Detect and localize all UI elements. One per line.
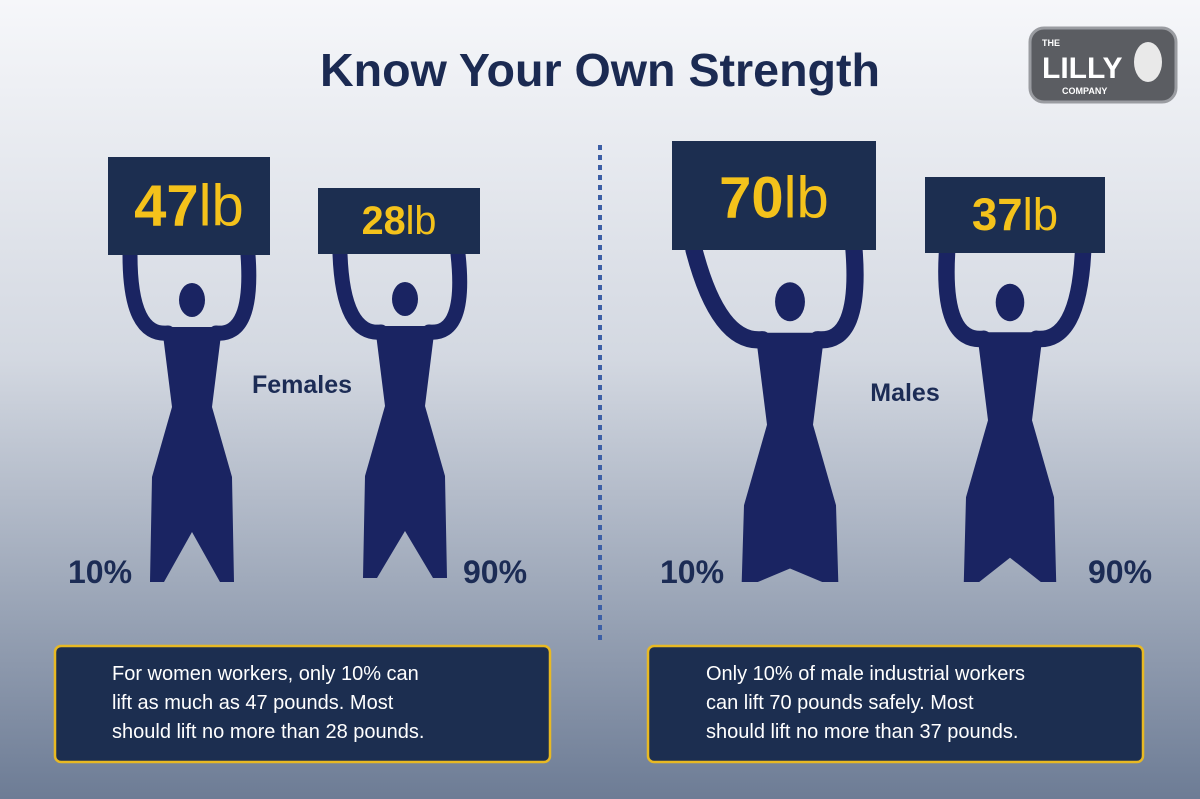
arm: [808, 241, 864, 349]
weight-box: [108, 157, 270, 255]
silhouette: [332, 246, 468, 578]
head: [179, 283, 205, 317]
note-box: [53, 644, 552, 764]
arm: [938, 244, 992, 348]
body: [963, 332, 1057, 582]
title: Know Your Own Strength: [320, 44, 880, 96]
weight-unit: lb: [199, 174, 244, 239]
arm: [208, 247, 257, 341]
arm: [122, 247, 176, 341]
weight-unit: lb: [406, 199, 437, 243]
note-line: lift as much as 47 pounds. Most: [112, 692, 394, 714]
weight-number: 47: [134, 174, 199, 239]
note-line: should lift no more than 28 pounds.: [112, 721, 424, 743]
weight-number: 70: [719, 165, 784, 230]
weight-number: 37: [972, 189, 1023, 240]
percentile: 10%: [68, 554, 132, 590]
weight-box: [925, 177, 1105, 253]
weight-label: 47lb: [134, 174, 244, 239]
silhouette: [122, 247, 257, 582]
silhouette: [938, 244, 1092, 582]
body: [363, 326, 447, 578]
logo-bottom: COMPANY: [1062, 86, 1107, 96]
group-label: Males: [870, 379, 939, 407]
group-label: Females: [252, 371, 352, 399]
weight-box: [318, 188, 480, 254]
weight-label: 70lb: [719, 165, 829, 230]
arm: [421, 246, 468, 340]
silhouette: [685, 241, 864, 582]
head: [995, 283, 1025, 322]
note-line: should lift no more than 37 pounds.: [706, 721, 1018, 743]
logo: THE LILLY COMPANY: [1028, 26, 1178, 104]
logo-top: THE: [1042, 38, 1060, 48]
note-box: [646, 644, 1145, 764]
weight-box: [672, 141, 876, 250]
head: [775, 282, 805, 322]
percentile: 90%: [1088, 554, 1152, 590]
logo-icon: [1134, 42, 1162, 82]
arm: [1028, 244, 1092, 348]
body: [741, 332, 839, 582]
logo-name: LILLY: [1042, 52, 1123, 85]
body: [150, 327, 234, 582]
note-line: Only 10% of male industrial workers: [706, 663, 1025, 685]
weight-number: 28: [362, 199, 406, 243]
arm: [332, 246, 389, 340]
weight-label: 28lb: [362, 199, 437, 243]
percentile: 90%: [463, 554, 527, 590]
weight-label: 37lb: [972, 189, 1058, 240]
note-line: For women workers, only 10% can: [112, 663, 419, 685]
weight-unit: lb: [1023, 189, 1059, 240]
arm: [685, 241, 772, 349]
note-line: can lift 70 pounds safely. Most: [706, 692, 974, 714]
percentile: 10%: [660, 554, 724, 590]
head: [392, 282, 418, 316]
weight-unit: lb: [784, 165, 829, 230]
